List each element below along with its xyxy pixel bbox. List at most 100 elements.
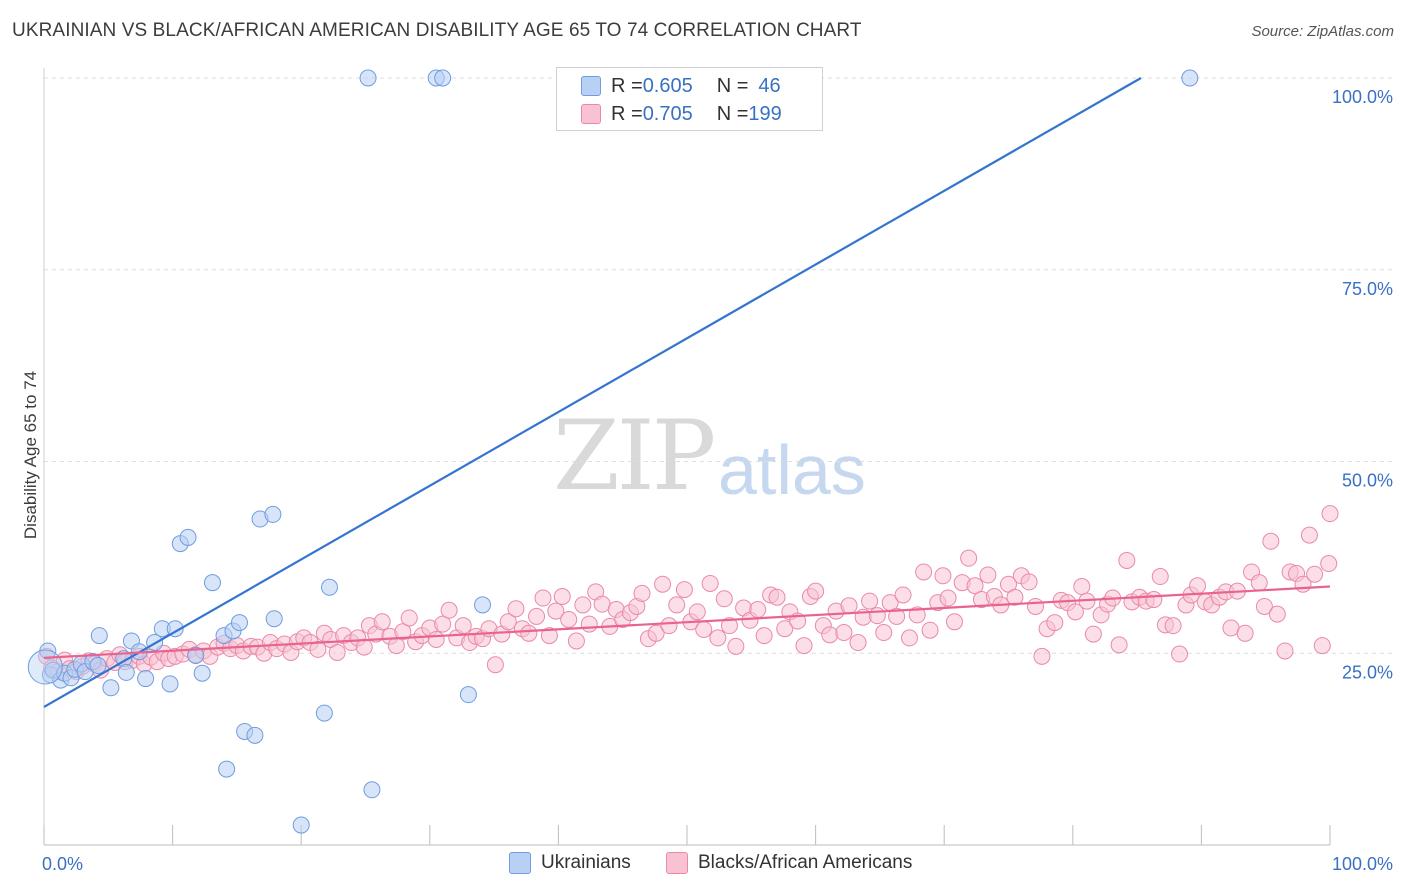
ukrainian-point — [203, 574, 221, 592]
black-american-point — [553, 587, 571, 605]
black-american-point — [507, 600, 525, 618]
black-american-point — [668, 596, 686, 614]
black-american-point — [908, 606, 926, 624]
ukrainian-point — [359, 69, 377, 87]
black-american-point — [1046, 614, 1064, 632]
black-american-point — [894, 586, 912, 604]
black-american-point — [534, 589, 552, 607]
y-axis-label: Disability Age 65 to 74 — [21, 370, 40, 540]
black-american-point — [960, 549, 978, 567]
black-american-point — [567, 632, 585, 650]
bottom-legend-label: Blacks/African Americans — [698, 852, 913, 873]
black-american-point — [580, 615, 598, 633]
ukrainian-point — [265, 610, 283, 628]
black-american-point — [888, 607, 906, 625]
black-american-point — [1145, 591, 1163, 609]
black-american-point — [654, 575, 672, 593]
black-american-point — [1313, 637, 1331, 655]
black-american-point — [900, 629, 918, 647]
black-american-point — [1066, 603, 1084, 621]
black-american-point — [979, 566, 997, 584]
black-american-point — [1189, 577, 1207, 595]
black-american-point — [934, 567, 952, 585]
watermark-zip: ZIP — [553, 400, 716, 512]
black-american-point — [427, 630, 445, 648]
ukrainian-point — [230, 614, 248, 632]
black-american-point — [1118, 551, 1136, 569]
legend-r-value: 0.705 — [642, 102, 693, 125]
black-american-point — [660, 617, 678, 635]
ukrainian-point — [27, 649, 63, 685]
ukrainian-point — [459, 686, 477, 704]
y-tick-label: 75.0% — [1342, 279, 1393, 299]
black-american-point — [1151, 568, 1169, 586]
ukrainian-point — [161, 675, 179, 693]
black-american-point — [861, 592, 879, 610]
black-american-point — [394, 623, 412, 641]
bottom-legend-swatch-blue — [509, 852, 531, 874]
ukrainian-point — [102, 679, 120, 697]
source-note: Source: ZipAtlas.com — [1251, 23, 1394, 40]
ukrainian-point — [137, 670, 155, 688]
y-tick-label: 100.0% — [1332, 87, 1393, 107]
legend-n-label: N = — [716, 74, 749, 97]
ukrainian-point — [179, 528, 197, 546]
black-american-point — [795, 637, 813, 655]
black-american-point — [1306, 565, 1324, 583]
black-american-point — [1276, 642, 1294, 660]
legend-n-value: 46 — [758, 74, 781, 97]
black-american-point — [434, 615, 452, 633]
black-american-point — [868, 607, 886, 625]
black-american-point — [939, 589, 957, 607]
black-american-point — [1020, 573, 1038, 591]
ukrainian-point — [89, 657, 107, 675]
black-american-point — [1084, 625, 1102, 643]
black-american-point — [520, 624, 538, 642]
ukrainian-point — [474, 596, 492, 614]
black-american-point — [755, 627, 773, 645]
x-tick-label: 100.0% — [1332, 854, 1393, 874]
legend-r-label: R = — [611, 102, 643, 125]
ukrainian-trend-line — [43, 77, 1142, 708]
ukrainian-point — [246, 726, 264, 744]
ukrainian-point — [117, 663, 135, 681]
legend-n-label: N = — [716, 102, 749, 125]
black-american-point — [486, 656, 504, 674]
stats-legend: R = 0.605 N = 46 R = 0.705 N = 199 — [556, 67, 823, 131]
black-american-point — [776, 620, 794, 638]
black-american-point — [720, 617, 738, 635]
black-american-point — [709, 629, 727, 647]
black-american-point — [840, 597, 858, 615]
black-american-point — [821, 626, 839, 644]
black-american-point — [528, 607, 546, 625]
black-american-point — [807, 582, 825, 600]
black-american-point — [1171, 645, 1189, 663]
ukrainian-point — [90, 627, 108, 645]
ukrainian-point — [166, 620, 184, 638]
black-american-point — [1321, 505, 1339, 523]
black-american-point — [1110, 636, 1128, 654]
black-american-point — [633, 584, 651, 602]
y-tick-label: 50.0% — [1342, 471, 1393, 491]
black-american-point — [1268, 605, 1286, 623]
bottom-legend-blacks: Blacks/African Americans — [666, 852, 912, 874]
black-american-point — [1255, 597, 1273, 615]
ukrainian-point — [315, 704, 333, 722]
black-american-point — [715, 590, 733, 608]
black-american-point — [849, 634, 867, 652]
black-american-point — [875, 624, 893, 642]
black-american-point — [454, 617, 472, 635]
black-american-point — [328, 643, 346, 661]
black-american-point — [400, 609, 418, 627]
black-american-point — [1073, 578, 1091, 596]
black-american-point — [1164, 617, 1182, 635]
black-american-point — [1006, 588, 1024, 606]
black-american-point — [749, 601, 767, 619]
black-american-point — [1300, 526, 1318, 544]
black-american-point — [701, 574, 719, 592]
black-american-point — [1236, 624, 1254, 642]
x-tick-label: 0.0% — [42, 854, 83, 874]
black-american-point — [540, 627, 558, 645]
ukrainian-point — [363, 781, 381, 799]
